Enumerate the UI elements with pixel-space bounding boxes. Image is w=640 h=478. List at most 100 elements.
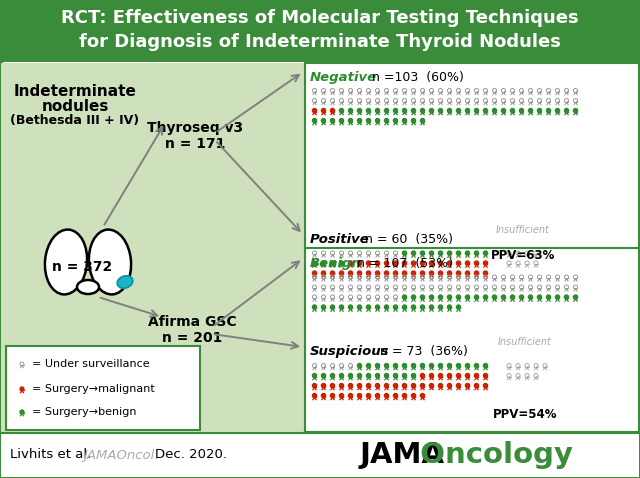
Circle shape [520, 109, 524, 113]
Circle shape [385, 363, 388, 368]
Circle shape [348, 271, 353, 275]
Circle shape [447, 373, 452, 378]
Circle shape [394, 305, 397, 309]
Circle shape [412, 119, 415, 123]
Circle shape [376, 373, 380, 378]
Circle shape [547, 295, 550, 299]
Text: n = 171: n = 171 [165, 137, 225, 151]
Circle shape [420, 295, 424, 299]
Circle shape [465, 295, 470, 299]
Circle shape [412, 295, 415, 299]
Circle shape [321, 305, 326, 309]
Circle shape [376, 305, 380, 309]
Circle shape [483, 295, 488, 299]
Circle shape [438, 383, 443, 388]
Circle shape [474, 295, 479, 299]
Ellipse shape [77, 280, 99, 294]
Circle shape [556, 295, 559, 299]
Circle shape [465, 373, 470, 378]
Circle shape [520, 295, 524, 299]
Circle shape [511, 109, 515, 113]
Circle shape [420, 393, 424, 398]
Circle shape [483, 383, 488, 388]
Circle shape [367, 383, 371, 388]
Circle shape [420, 109, 424, 113]
Circle shape [403, 271, 406, 275]
Circle shape [312, 261, 317, 265]
Text: n = 372: n = 372 [52, 260, 112, 274]
Circle shape [348, 119, 353, 123]
Text: n = 107  (53%): n = 107 (53%) [357, 257, 453, 270]
Circle shape [348, 373, 353, 378]
Circle shape [394, 393, 397, 398]
Circle shape [564, 109, 568, 113]
Circle shape [330, 109, 335, 113]
Circle shape [348, 109, 353, 113]
Circle shape [492, 295, 497, 299]
Circle shape [367, 119, 371, 123]
Text: (Bethesda III + IV): (Bethesda III + IV) [10, 113, 140, 127]
Circle shape [312, 109, 317, 113]
Circle shape [474, 363, 479, 368]
Circle shape [465, 271, 470, 275]
Circle shape [367, 109, 371, 113]
Text: PPV=54%: PPV=54% [493, 408, 557, 421]
Circle shape [367, 271, 371, 275]
Circle shape [20, 387, 24, 391]
Circle shape [376, 393, 380, 398]
Circle shape [420, 251, 424, 255]
Text: PPV=63%: PPV=63% [491, 249, 555, 262]
Circle shape [412, 393, 415, 398]
Circle shape [420, 119, 424, 123]
Circle shape [412, 383, 415, 388]
Circle shape [321, 271, 326, 275]
Circle shape [447, 271, 452, 275]
Circle shape [538, 109, 541, 113]
Circle shape [403, 119, 406, 123]
Circle shape [376, 109, 380, 113]
Circle shape [394, 109, 397, 113]
Circle shape [474, 373, 479, 378]
Circle shape [312, 305, 317, 309]
Circle shape [447, 363, 452, 368]
Circle shape [447, 383, 452, 388]
Text: n = 60  (35%): n = 60 (35%) [365, 233, 453, 246]
Circle shape [465, 363, 470, 368]
Text: Afirma GSC: Afirma GSC [148, 315, 236, 329]
Text: = Surgery→malignant: = Surgery→malignant [32, 384, 155, 394]
Circle shape [403, 261, 406, 265]
Circle shape [501, 295, 506, 299]
Circle shape [474, 383, 479, 388]
Text: Dec. 2020.: Dec. 2020. [155, 448, 227, 461]
Circle shape [357, 271, 362, 275]
Circle shape [339, 305, 344, 309]
Circle shape [403, 109, 406, 113]
Circle shape [529, 295, 532, 299]
Circle shape [357, 119, 362, 123]
FancyBboxPatch shape [1, 1, 639, 62]
Circle shape [429, 373, 433, 378]
Circle shape [420, 305, 424, 309]
Circle shape [385, 261, 388, 265]
Circle shape [438, 305, 443, 309]
Circle shape [367, 261, 371, 265]
Text: for Diagnosis of Indeterminate Thyroid Nodules: for Diagnosis of Indeterminate Thyroid N… [79, 33, 561, 51]
Circle shape [456, 295, 461, 299]
Circle shape [447, 295, 452, 299]
Circle shape [438, 109, 443, 113]
Circle shape [465, 261, 470, 265]
Circle shape [420, 383, 424, 388]
Circle shape [339, 271, 344, 275]
Circle shape [556, 109, 559, 113]
Circle shape [474, 109, 479, 113]
Text: Positive: Positive [310, 233, 370, 246]
Circle shape [465, 251, 470, 255]
Circle shape [420, 373, 424, 378]
Circle shape [483, 261, 488, 265]
Circle shape [483, 271, 488, 275]
Circle shape [357, 373, 362, 378]
Circle shape [367, 373, 371, 378]
Circle shape [403, 373, 406, 378]
Ellipse shape [89, 229, 131, 294]
Circle shape [312, 119, 317, 123]
